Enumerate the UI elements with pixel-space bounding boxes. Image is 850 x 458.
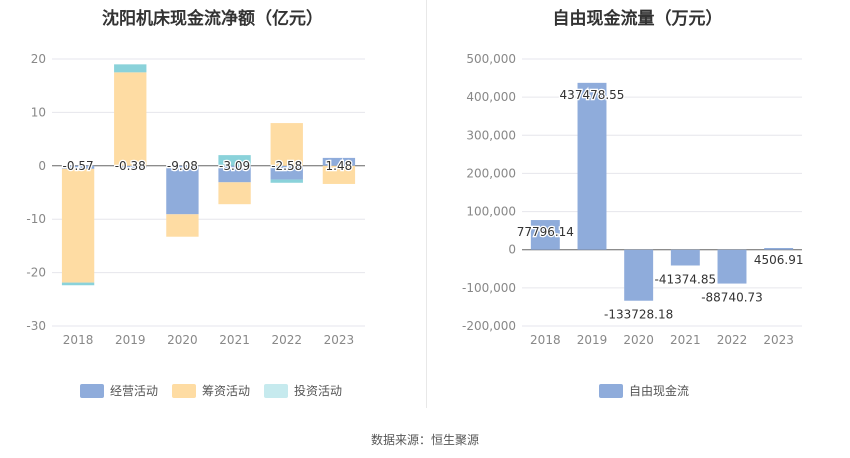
legend-item-operating[interactable]: 经营活动 [80, 382, 158, 399]
c0-y-tick-label: -20 [26, 266, 46, 280]
left-chart-legend: 经营活动 筹资活动 投资活动 [80, 382, 342, 399]
legend-label-operating: 经营活动 [110, 384, 159, 398]
c1-x-tick-label: 2020 [623, 333, 654, 347]
c0-y-tick-label: -30 [26, 319, 46, 333]
c1-bar-自由现金流-2019 [577, 82, 607, 250]
c0-bar-筹资活动-2021 [218, 182, 251, 205]
c1-data-label: 4506.91 [754, 253, 804, 267]
c0-bar-筹资活动-2018 [61, 168, 95, 283]
c1-data-label: 437478.55 [560, 88, 625, 102]
c0-x-tick-label: 2019 [115, 333, 146, 347]
c1-x-tick-label: 2021 [670, 333, 701, 347]
c1-y-tick-label: 500,000 [466, 52, 516, 66]
c1-data-label: 77796.14 [517, 225, 574, 239]
data-source: 数据来源：恒生聚源 [370, 433, 479, 447]
c1-bar-自由现金流-2021 [670, 249, 700, 266]
c0-bar-筹资活动-2023 [322, 165, 356, 184]
c0-bar-筹资活动-2020 [166, 214, 199, 237]
c0-x-tick-label: 2023 [324, 333, 355, 347]
right-chart-title: 自由现金流量（万元） [552, 9, 723, 29]
c1-y-tick-label: 100,000 [466, 205, 516, 219]
c0-bar-经营活动-2019 [114, 165, 147, 168]
c0-data-label: -3.09 [219, 159, 250, 173]
c0-x-tick-label: 2021 [219, 333, 250, 347]
c1-bar-自由现金流-2018 [530, 220, 560, 250]
legend-item-investing[interactable]: 投资活动 [264, 382, 342, 399]
c0-data-label: 1.48 [326, 159, 353, 173]
c1-data-label: -88740.73 [701, 291, 763, 305]
c0-y-tick-label: 0 [38, 159, 46, 173]
legend-swatch-investing [264, 383, 289, 398]
legend-label-financing: 筹资活动 [202, 384, 251, 398]
legend-swatch-operating [80, 383, 104, 398]
legend-item-financing[interactable]: 筹资活动 [172, 382, 250, 399]
c0-bar-经营活动-2023 [322, 157, 356, 166]
c0-x-tick-label: 2018 [63, 333, 94, 347]
legend-label-investing: 投资活动 [294, 384, 343, 398]
c1-y-tick-label: -100,000 [462, 281, 516, 295]
c0-bar-投资活动-2021 [218, 155, 251, 166]
c0-bar-经营活动-2021 [218, 165, 251, 183]
legend-swatch-free-cash-flow [599, 383, 623, 398]
c1-y-tick-label: 0 [508, 243, 516, 257]
c0-y-tick-label: 20 [31, 52, 46, 66]
c1-y-tick-label: 300,000 [466, 128, 516, 142]
c0-bar-经营活动-2022 [270, 165, 303, 180]
c0-bar-经营活动-2018 [61, 165, 95, 169]
c1-bar-自由现金流-2023 [764, 247, 794, 250]
c1-y-tick-label: -200,000 [462, 319, 516, 333]
c0-data-label: -9.08 [167, 159, 198, 173]
c0-bar-筹资活动-2022 [270, 123, 303, 166]
c0-bar-投资活动-2019 [114, 64, 147, 73]
legend-label-free-cash-flow: 自由现金流 [629, 384, 690, 398]
c0-y-tick-label: -10 [26, 212, 46, 226]
c0-y-tick-label: 10 [31, 105, 46, 119]
c1-x-tick-label: 2019 [577, 333, 608, 347]
c0-x-tick-label: 2022 [271, 333, 302, 347]
c1-data-label: -41374.85 [655, 272, 717, 286]
c0-bar-筹资活动-2019 [114, 72, 147, 166]
c1-x-tick-label: 2018 [530, 333, 561, 347]
c0-data-label: -0.57 [63, 159, 94, 173]
c1-bar-自由现金流-2020 [624, 249, 654, 301]
c0-bar-投资活动-2018 [61, 282, 95, 286]
c1-x-tick-label: 2022 [717, 333, 748, 347]
c1-bar-自由现金流-2022 [717, 249, 747, 284]
chart-divider [426, 0, 427, 408]
right-chart-legend: 自由现金流 [599, 382, 689, 399]
legend-swatch-financing [172, 383, 197, 398]
c1-data-label: -133728.18 [604, 308, 673, 322]
c0-data-label: -2.58 [271, 159, 302, 173]
c0-bar-投资活动-2022 [270, 179, 303, 183]
c1-y-tick-label: 400,000 [466, 90, 516, 104]
c0-x-tick-label: 2020 [167, 333, 198, 347]
c1-x-tick-label: 2023 [763, 333, 794, 347]
c1-y-tick-label: 200,000 [466, 166, 516, 180]
legend-item-free-cash-flow[interactable]: 自由现金流 [599, 382, 689, 399]
c0-data-label: -0.38 [115, 159, 146, 173]
left-chart-title: 沈阳机床现金流净额（亿元） [102, 9, 323, 29]
c0-bar-经营活动-2020 [166, 165, 199, 215]
